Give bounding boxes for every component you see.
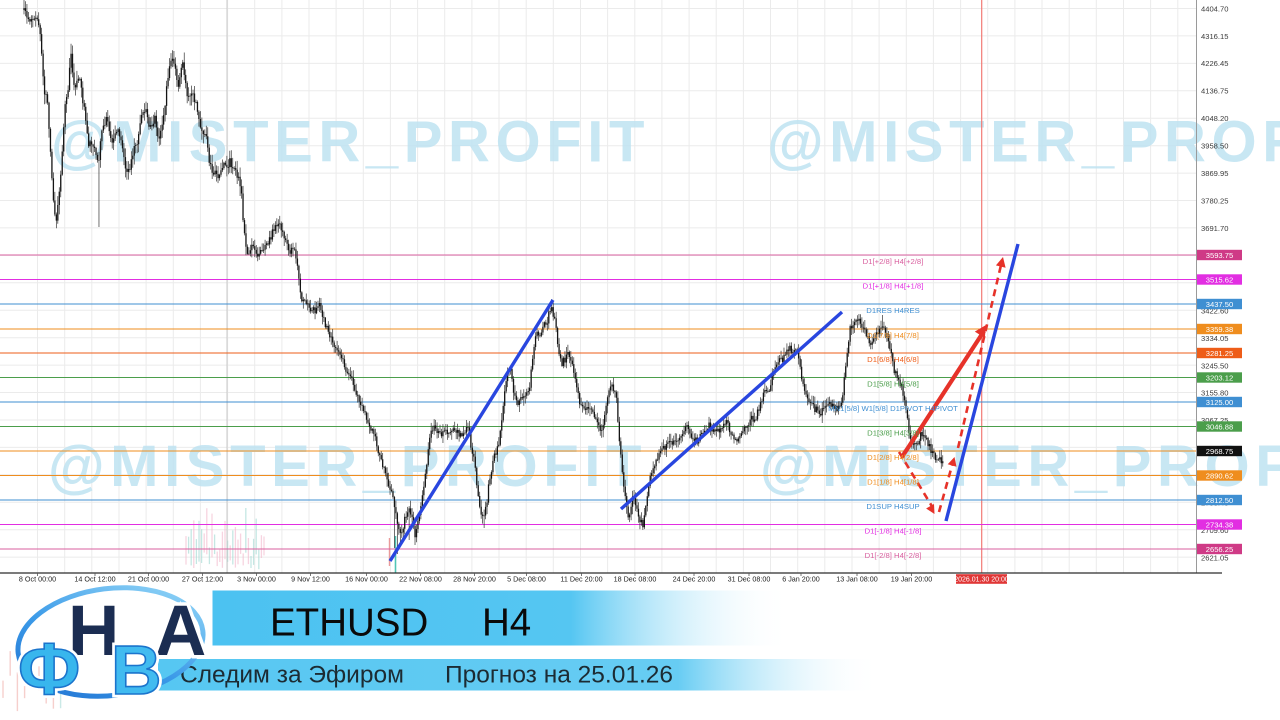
svg-text:14 Oct 12:00: 14 Oct 12:00 <box>74 575 115 584</box>
svg-text:3437.50: 3437.50 <box>1206 300 1233 309</box>
svg-text:2621.05: 2621.05 <box>1201 554 1228 563</box>
svg-text:В: В <box>111 631 162 709</box>
svg-text:5 Dec 08:00: 5 Dec 08:00 <box>507 575 546 584</box>
svg-text:3359.38: 3359.38 <box>1206 325 1233 334</box>
svg-text:31 Dec 08:00: 31 Dec 08:00 <box>728 575 771 584</box>
svg-text:А: А <box>155 592 206 671</box>
svg-text:3125.00: 3125.00 <box>1206 398 1233 407</box>
svg-text:D1[5/8] H4[5/8]: D1[5/8] H4[5/8] <box>867 380 919 389</box>
svg-text:4316.15: 4316.15 <box>1201 32 1228 41</box>
svg-text:18 Dec 08:00: 18 Dec 08:00 <box>614 575 657 584</box>
svg-text:H4: H4 <box>482 602 531 645</box>
svg-text:D1[7/8] H4[7/8]: D1[7/8] H4[7/8] <box>867 331 919 340</box>
svg-text:@MISTER_PROFIT: @MISTER_PROFIT <box>51 110 650 175</box>
svg-text:D1[-1/8] H4[-1/8]: D1[-1/8] H4[-1/8] <box>865 527 922 536</box>
svg-text:Прогноз на 25.01.26: Прогноз на 25.01.26 <box>445 662 673 689</box>
svg-text:D1[6/8] H4[6/8]: D1[6/8] H4[6/8] <box>867 355 919 364</box>
svg-text:11 Dec 20:00: 11 Dec 20:00 <box>560 575 602 584</box>
svg-text:6 Jan 20:00: 6 Jan 20:00 <box>782 575 820 584</box>
svg-text:3691.70: 3691.70 <box>1201 224 1228 233</box>
svg-text:3155.80: 3155.80 <box>1201 389 1228 398</box>
svg-text:4404.70: 4404.70 <box>1201 4 1228 13</box>
svg-text:2734.38: 2734.38 <box>1206 521 1233 530</box>
svg-text:D1[+2/8] H4[+2/8]: D1[+2/8] H4[+2/8] <box>863 257 924 266</box>
svg-text:@MISTER_PROFIT: @MISTER_PROFIT <box>767 110 1280 175</box>
svg-text:Н: Н <box>68 592 119 671</box>
svg-text:4136.75: 4136.75 <box>1201 87 1228 96</box>
svg-text:D1[-2/8] H4[-2/8]: D1[-2/8] H4[-2/8] <box>865 551 922 560</box>
svg-text:2709.60: 2709.60 <box>1201 526 1228 535</box>
svg-text:21 Oct 00:00: 21 Oct 00:00 <box>128 575 169 584</box>
svg-text:Ф: Ф <box>18 629 80 710</box>
svg-text:2656.25: 2656.25 <box>1206 545 1233 554</box>
svg-text:А: А <box>155 592 206 671</box>
svg-text:3281.25: 3281.25 <box>1206 349 1233 358</box>
svg-text:28 Nov 20:00: 28 Nov 20:00 <box>453 575 496 584</box>
svg-text:13 Jan 08:00: 13 Jan 08:00 <box>836 575 878 584</box>
svg-text:@MISTER_PROFIT: @MISTER_PROFIT <box>48 434 647 499</box>
svg-text:3958.50: 3958.50 <box>1201 142 1228 151</box>
svg-text:19 Jan 20:00: 19 Jan 20:00 <box>891 575 933 584</box>
svg-text:8 Oct 00:00: 8 Oct 00:00 <box>19 575 56 584</box>
svg-text:9 Nov 12:00: 9 Nov 12:00 <box>291 575 330 584</box>
svg-text:3422.60: 3422.60 <box>1201 306 1228 315</box>
svg-text:3067.25: 3067.25 <box>1201 416 1228 425</box>
svg-text:22 Nov 08:00: 22 Nov 08:00 <box>399 575 442 584</box>
svg-text:2890.62: 2890.62 <box>1206 472 1233 481</box>
svg-text:27 Oct 12:00: 27 Oct 12:00 <box>182 575 223 584</box>
svg-text:3593.75: 3593.75 <box>1206 251 1233 260</box>
svg-text:D1[+1/8] H4[+1/8]: D1[+1/8] H4[+1/8] <box>863 282 924 291</box>
svg-text:2812.50: 2812.50 <box>1206 496 1233 505</box>
svg-text:3780.25: 3780.25 <box>1201 197 1228 206</box>
svg-text:3869.95: 3869.95 <box>1201 169 1228 178</box>
svg-text:4048.20: 4048.20 <box>1201 114 1228 123</box>
svg-text:16 Nov 00:00: 16 Nov 00:00 <box>345 575 388 584</box>
svg-text:D1[3/8] H4[3/8]: D1[3/8] H4[3/8] <box>867 429 919 438</box>
svg-text:D1[2/8] H4[2/8]: D1[2/8] H4[2/8] <box>867 453 919 462</box>
svg-text:3046.88: 3046.88 <box>1206 423 1233 432</box>
svg-text:3515.62: 3515.62 <box>1206 276 1233 285</box>
svg-text:3245.50: 3245.50 <box>1201 361 1228 370</box>
svg-text:4226.45: 4226.45 <box>1201 59 1228 68</box>
svg-text:@MISTER_PROFIT: @MISTER_PROFIT <box>760 434 1280 499</box>
svg-text:ETHUSD: ETHUSD <box>270 602 428 645</box>
svg-text:В: В <box>111 631 162 709</box>
svg-text:3203.12: 3203.12 <box>1206 374 1233 383</box>
svg-text:3334.05: 3334.05 <box>1201 334 1228 343</box>
svg-text:3 Nov 00:00: 3 Nov 00:00 <box>237 575 276 584</box>
svg-text:2026.01.30 20:00: 2026.01.30 20:00 <box>954 577 1009 584</box>
svg-text:D1[1/8] H4[1/8]: D1[1/8] H4[1/8] <box>867 478 919 487</box>
svg-text:2968.75: 2968.75 <box>1206 447 1233 456</box>
svg-text:24 Dec 20:00: 24 Dec 20:00 <box>673 575 716 584</box>
svg-text:Н: Н <box>68 592 119 671</box>
svg-text:Следим за Эфиром: Следим за Эфиром <box>180 662 404 689</box>
svg-text:D1SUP H4SUP: D1SUP H4SUP <box>866 502 919 511</box>
svg-text:Ф: Ф <box>18 629 80 710</box>
svg-text:D1RES H4RES: D1RES H4RES <box>866 306 919 315</box>
svg-text:MN1[5/8] W1[5/8] D1PIVOT H4PIV: MN1[5/8] W1[5/8] D1PIVOT H4PIVOT <box>828 404 958 413</box>
